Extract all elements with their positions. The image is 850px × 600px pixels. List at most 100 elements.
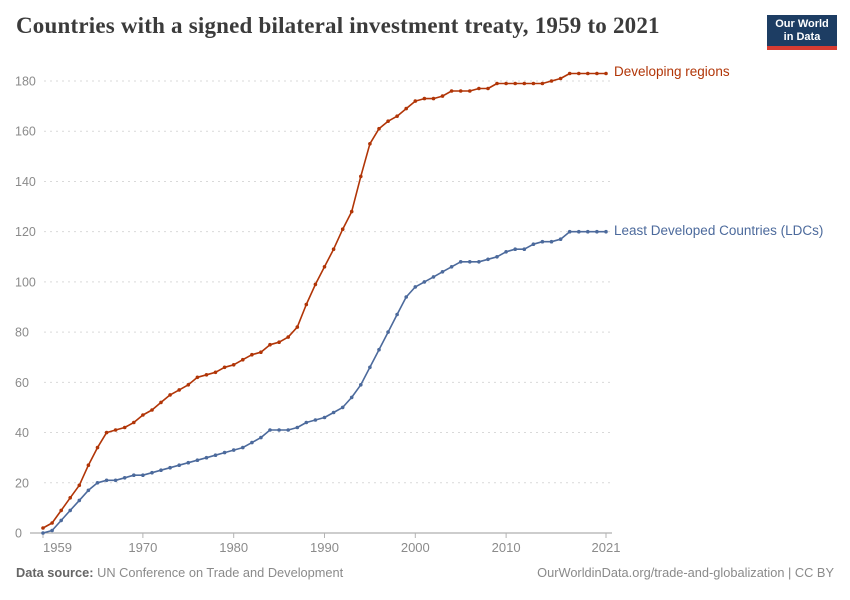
data-point	[567, 71, 572, 76]
data-point	[513, 81, 517, 86]
data-point	[549, 79, 554, 83]
data-point	[159, 400, 163, 405]
x-axis-label-1990: 1990	[310, 540, 339, 555]
data-point	[195, 375, 200, 380]
y-axis-label-0: 0	[15, 527, 22, 541]
data-point	[495, 254, 499, 259]
data-source-label: Data source:	[16, 565, 94, 580]
data-point	[104, 430, 109, 435]
data-point	[141, 413, 145, 417]
data-point	[104, 478, 109, 483]
data-point	[349, 209, 354, 214]
data-point	[386, 119, 390, 123]
data-point	[241, 445, 245, 450]
data-point	[204, 455, 209, 460]
owid-logo-line2: in Data	[783, 31, 821, 43]
owid-logo: Our World in Data	[767, 15, 837, 50]
data-point	[95, 481, 100, 485]
data-point	[577, 229, 581, 234]
data-point	[50, 528, 54, 533]
data-point	[77, 498, 82, 503]
data-point	[504, 250, 508, 254]
owid-logo-box: Our World in Data	[767, 15, 837, 46]
data-point	[404, 295, 409, 299]
data-point	[604, 71, 608, 76]
data-point	[50, 521, 54, 525]
data-point	[213, 453, 218, 458]
x-axis-label-1970: 1970	[128, 540, 157, 555]
data-point	[113, 428, 118, 432]
data-point	[522, 81, 527, 86]
data-point	[322, 415, 327, 420]
data-point	[477, 260, 481, 264]
data-point	[449, 265, 454, 269]
data-point	[377, 347, 381, 352]
data-point	[313, 418, 318, 422]
data-point	[259, 350, 263, 355]
y-axis-label-180: 180	[15, 75, 36, 89]
data-point	[340, 405, 345, 410]
data-point	[322, 265, 327, 269]
data-point	[295, 325, 300, 329]
data-point	[159, 468, 163, 473]
data-point	[431, 96, 436, 101]
data-point	[132, 420, 136, 425]
data-point	[586, 229, 590, 234]
data-point	[331, 410, 336, 415]
data-point	[286, 428, 291, 432]
data-point	[250, 440, 254, 445]
data-point	[458, 89, 463, 93]
data-point	[468, 89, 472, 93]
data-point	[186, 460, 191, 465]
data-point	[231, 363, 236, 367]
data-point	[449, 89, 454, 93]
data-point	[277, 428, 281, 432]
data-point	[340, 227, 345, 231]
x-axis-label-2021: 2021	[592, 540, 621, 555]
data-point	[295, 425, 300, 430]
data-point	[222, 450, 227, 455]
data-point	[368, 365, 372, 370]
data-point	[368, 142, 372, 146]
owid-url-link[interactable]: OurWorldinData.org/trade-and-globalizati…	[537, 565, 834, 580]
data-point	[413, 99, 418, 103]
y-axis-label-160: 160	[15, 125, 36, 139]
data-point	[331, 247, 336, 251]
data-point	[604, 229, 608, 234]
data-point	[304, 302, 309, 307]
data-point	[268, 428, 272, 432]
data-point	[213, 370, 218, 375]
data-point	[558, 76, 563, 81]
data-point	[558, 237, 563, 241]
data-point	[404, 106, 409, 111]
y-axis-label-120: 120	[15, 225, 36, 239]
data-point	[241, 357, 245, 362]
data-point	[132, 473, 136, 478]
y-axis-label-60: 60	[15, 376, 29, 390]
data-point	[531, 81, 536, 86]
series-line-0	[42, 72, 606, 529]
data-point	[122, 425, 127, 430]
data-point	[68, 508, 72, 513]
data-point	[440, 270, 445, 274]
data-point	[86, 488, 91, 493]
data-point	[122, 476, 127, 480]
y-axis-label-100: 100	[15, 275, 36, 289]
data-source-text: UN Conference on Trade and Development	[97, 565, 344, 580]
data-point	[77, 483, 82, 488]
data-point	[168, 465, 172, 470]
data-point	[349, 395, 354, 400]
data-point	[486, 257, 490, 262]
data-point	[486, 86, 490, 91]
data-point	[95, 445, 100, 450]
data-point	[195, 458, 200, 463]
x-axis-label-2000: 2000	[401, 540, 430, 555]
chart-title: Countries with a signed bilateral invest…	[16, 13, 660, 38]
data-point	[59, 508, 63, 513]
data-point	[431, 275, 436, 279]
data-point	[231, 448, 236, 452]
data-point	[277, 340, 281, 345]
data-point	[359, 174, 363, 179]
